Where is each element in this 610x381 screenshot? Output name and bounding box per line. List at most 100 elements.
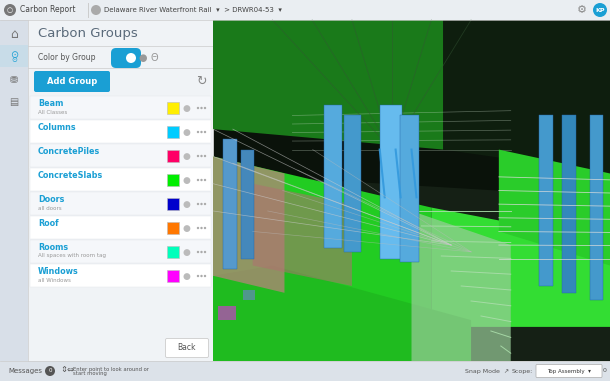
Bar	[400, 115, 418, 262]
Circle shape	[204, 275, 206, 277]
Bar	[30, 240, 211, 263]
Text: start moving: start moving	[73, 370, 107, 376]
Circle shape	[200, 107, 203, 109]
Text: Delaware River Waterfront Rail  ▾  > DRWR04-53  ▾: Delaware River Waterfront Rail ▾ > DRWR0…	[104, 7, 282, 13]
Text: Snap Mode  ↗: Snap Mode ↗	[465, 368, 509, 373]
Text: Windows: Windows	[38, 266, 79, 275]
Circle shape	[45, 366, 55, 376]
Bar	[0, 45, 28, 67]
Circle shape	[204, 179, 206, 181]
Bar	[243, 290, 255, 299]
Bar	[167, 102, 179, 114]
Text: ⛃: ⛃	[10, 75, 18, 85]
Bar	[167, 270, 179, 282]
Circle shape	[204, 155, 206, 157]
Text: Enter point to look around or: Enter point to look around or	[73, 367, 149, 372]
Text: ConcretePiles: ConcretePiles	[38, 147, 100, 155]
Text: ●: ●	[182, 104, 190, 112]
Text: ●: ●	[182, 176, 190, 184]
Bar	[30, 96, 211, 119]
Polygon shape	[499, 150, 610, 266]
Bar	[167, 174, 179, 186]
Circle shape	[197, 107, 199, 109]
Circle shape	[204, 203, 206, 205]
Bar	[167, 246, 179, 258]
Text: Color by Group: Color by Group	[38, 53, 96, 62]
Text: ⇕⇔: ⇕⇔	[60, 365, 74, 375]
Bar	[30, 144, 211, 167]
Circle shape	[197, 179, 199, 181]
Text: ●: ●	[182, 224, 190, 232]
Polygon shape	[431, 208, 610, 327]
Bar	[30, 120, 211, 143]
Bar	[30, 216, 211, 239]
Polygon shape	[253, 184, 352, 286]
FancyBboxPatch shape	[111, 48, 141, 68]
Circle shape	[197, 227, 199, 229]
Polygon shape	[213, 156, 431, 327]
Bar	[223, 139, 237, 269]
Text: ↻: ↻	[196, 75, 206, 88]
Circle shape	[200, 227, 203, 229]
Text: Roof: Roof	[38, 218, 59, 227]
Text: Top Assembly  ▾: Top Assembly ▾	[547, 368, 591, 373]
Polygon shape	[213, 156, 284, 293]
Text: ●: ●	[138, 53, 147, 63]
FancyBboxPatch shape	[34, 71, 110, 92]
Bar	[590, 115, 603, 299]
Text: Messages: Messages	[8, 368, 42, 374]
FancyBboxPatch shape	[165, 338, 209, 357]
Bar	[167, 150, 179, 162]
Text: Doors: Doors	[38, 194, 65, 203]
Text: ConcreteSlabs: ConcreteSlabs	[38, 171, 103, 179]
Bar	[28, 20, 213, 361]
Bar	[30, 192, 211, 215]
Polygon shape	[213, 20, 610, 197]
Bar	[0, 361, 610, 381]
Text: all doors: all doors	[38, 205, 62, 210]
Bar	[241, 150, 254, 259]
Bar	[344, 115, 361, 252]
Text: ⌂: ⌂	[10, 27, 18, 40]
Bar	[0, 0, 610, 20]
Bar	[324, 105, 342, 248]
Circle shape	[197, 131, 199, 133]
Polygon shape	[213, 266, 471, 361]
Text: ●: ●	[182, 152, 190, 160]
Text: Add Group: Add Group	[47, 77, 97, 85]
Text: ▤: ▤	[9, 97, 19, 107]
Bar	[380, 105, 402, 259]
Bar	[218, 306, 236, 320]
Circle shape	[200, 203, 203, 205]
Bar	[167, 126, 179, 138]
Polygon shape	[213, 20, 443, 150]
Circle shape	[200, 179, 203, 181]
Text: KP: KP	[595, 8, 605, 13]
Circle shape	[204, 107, 206, 109]
Text: ●: ●	[182, 200, 190, 208]
Circle shape	[200, 131, 203, 133]
Circle shape	[204, 227, 206, 229]
Text: Carbon Groups: Carbon Groups	[38, 27, 138, 40]
Circle shape	[91, 5, 101, 15]
Circle shape	[593, 3, 607, 17]
Text: All spaces with room tag: All spaces with room tag	[38, 253, 106, 258]
Text: ⚙: ⚙	[577, 5, 587, 15]
Text: ●: ●	[182, 248, 190, 256]
Bar	[562, 115, 576, 293]
Bar	[0, 20, 28, 361]
Text: Back: Back	[178, 344, 196, 352]
Circle shape	[204, 131, 206, 133]
Text: ○: ○	[7, 7, 13, 13]
Text: 0: 0	[603, 368, 607, 373]
Text: Beam: Beam	[38, 99, 63, 107]
Circle shape	[197, 155, 199, 157]
Text: Columns: Columns	[38, 123, 77, 131]
Circle shape	[200, 275, 203, 277]
Circle shape	[200, 155, 203, 157]
Text: Θ: Θ	[150, 53, 158, 63]
Bar	[213, 20, 610, 361]
Circle shape	[197, 251, 199, 253]
Circle shape	[200, 251, 203, 253]
Text: Rooms: Rooms	[38, 242, 68, 251]
